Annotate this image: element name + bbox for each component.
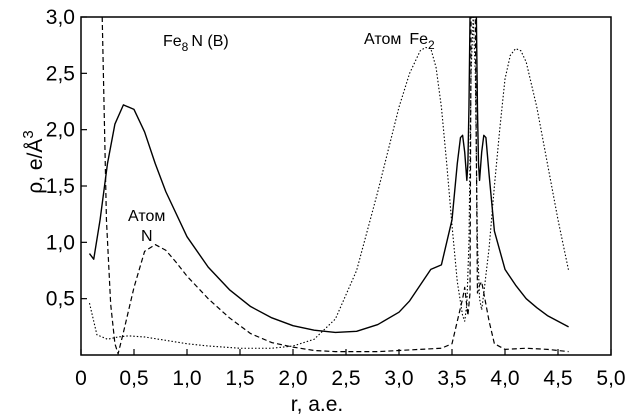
x-tick-label: 0 (75, 367, 87, 390)
y-tick-label: 2,0 (46, 119, 75, 142)
atom-n-word: Атом (128, 208, 165, 225)
y-tick-label: 2,5 (46, 62, 75, 85)
atom-fe-main: Fe (409, 31, 428, 48)
series-line-solid (88, 17, 569, 334)
compound-label-sub: 8 (182, 40, 189, 54)
y-tick-label: 1,5 (46, 175, 75, 198)
series-layer (88, 17, 570, 355)
x-tick-label: 1,0 (172, 367, 201, 390)
x-tick-label: 5,0 (596, 367, 625, 390)
plot-border (80, 16, 612, 356)
x-tick-label: 0,5 (119, 367, 148, 390)
y-tick-label: 3,0 (46, 6, 75, 29)
compound-label-main: Fe (163, 33, 182, 50)
x-tick-label: 3,0 (384, 367, 413, 390)
y-axis-title-sup: 3 (20, 130, 37, 138)
y-axis-title-main: ρ, e/Å (24, 139, 47, 194)
y-tick-label: 1,0 (46, 231, 75, 254)
x-tick-label: 3,5 (437, 367, 466, 390)
atom-fe-sub: 2 (428, 38, 435, 52)
y-tick-label: 0,5 (46, 288, 75, 311)
atom-n-label: N (141, 228, 153, 245)
x-tick-label: 2,5 (331, 367, 360, 390)
x-tick-label: 4,5 (543, 367, 572, 390)
x-tick-label: 1,5 (225, 367, 254, 390)
atom-fe-word: Атом (364, 31, 401, 48)
compound-label-rest: N (B) (191, 33, 228, 50)
atom-fe-label: Атом Fe2 (364, 31, 435, 52)
x-tick-label: 4,0 (490, 367, 519, 390)
plot-frame (80, 16, 612, 356)
x-tick-label: 2,0 (278, 367, 307, 390)
series-line-dashed (101, 17, 569, 355)
series-line-dotted (88, 17, 570, 349)
compound-label: Fe8 N (B) (163, 33, 229, 54)
y-axis-title: ρ, e/Å3 (20, 130, 47, 193)
x-axis-title: r, a.e. (291, 393, 344, 414)
tick-labels: 0 0,5 1,0 1,5 2,0 2,5 3,0 3,5 4,0 4,5 5,0 0,5 1,0 1,5… (46, 6, 626, 390)
